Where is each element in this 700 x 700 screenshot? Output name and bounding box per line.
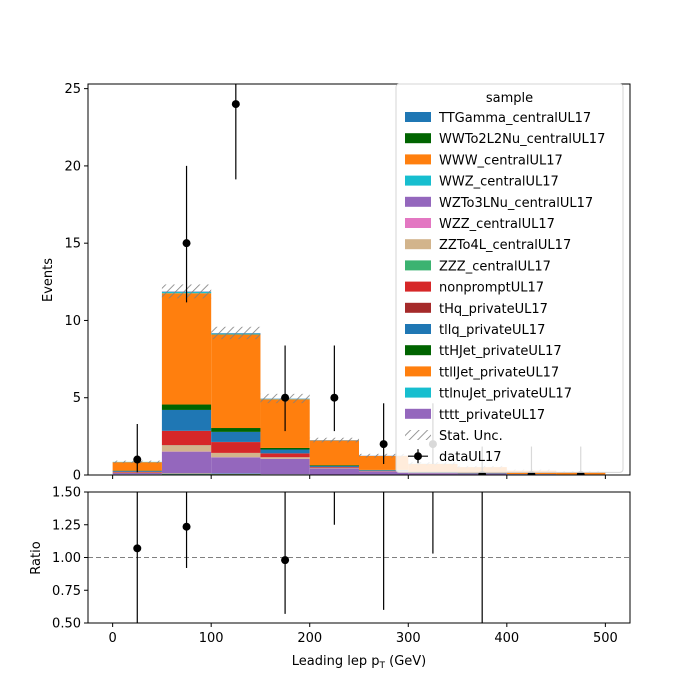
- ratio-point-0: [133, 544, 142, 553]
- stack-bar-12-2: [211, 334, 261, 429]
- main-plot-panel: 0 5 10 15 20 25 Events: [41, 82, 631, 484]
- stack-bar-8-2: [211, 442, 261, 453]
- x-tick-label-2: 200: [297, 631, 322, 646]
- stack-bar-6-1: [161, 445, 212, 452]
- legend-swatch-stat-unc: [405, 430, 431, 440]
- ratio-y-tick-label-2: 1.00: [52, 551, 81, 566]
- legend-label-7: ZZZ_centralUL17: [439, 259, 551, 274]
- ratio-y-tick-label-4: 1.50: [52, 486, 81, 501]
- legend-swatch-7: [405, 260, 431, 271]
- legend-label-data: dataUL17: [439, 450, 502, 465]
- legend-swatch-4: [405, 196, 431, 207]
- ratio-plot-panel: 0.50 0.75 1.00 1.25 1.50 0 100 200 300 400 500 Ra…: [29, 486, 631, 671]
- main-y-tick-label-3: 15: [64, 237, 81, 252]
- data-point-5: [379, 440, 388, 449]
- legend-label-8: nonpromptUL17: [439, 281, 544, 296]
- stack-bar-4-1: [161, 451, 212, 474]
- legend-label-stat-unc: Stat. Unc.: [439, 429, 503, 444]
- stack-bar-11-2: [211, 428, 261, 432]
- x-tick-label-5: 500: [593, 631, 618, 646]
- data-point-2: [231, 100, 240, 109]
- main-y-tick-label-4: 20: [64, 159, 81, 174]
- stack-bar-10-5: [359, 470, 409, 471]
- legend-data-marker: [414, 452, 422, 461]
- legend-label-2: WWW_centralUL17: [439, 153, 563, 168]
- legend-label-9: tHq_privateUL17: [439, 302, 548, 317]
- ratio-y-tick-label-1: 0.75: [52, 584, 81, 599]
- stack-bar-12-4: [309, 440, 359, 466]
- ratio-point-1: [182, 522, 191, 531]
- ratio-y-tick-label-3: 1.25: [52, 518, 81, 533]
- legend-swatch-2: [405, 154, 431, 165]
- ratio-point-2: [281, 556, 290, 565]
- stack-bar-4-6: [408, 473, 458, 475]
- main-y-tick-label-2: 10: [64, 314, 81, 329]
- legend-label-11: ttHJet_privateUL17: [439, 344, 562, 359]
- x-tick-label-1: 100: [199, 631, 224, 646]
- legend-label-1: WWTo2L2Nu_centralUL17: [439, 132, 605, 147]
- data-point-4: [330, 393, 339, 402]
- data-point-3: [281, 393, 290, 402]
- stack-bar-8-4: [309, 467, 359, 468]
- legend-title: sample: [486, 91, 533, 106]
- legend-swatch-6: [405, 239, 431, 250]
- stack-bar-10-2: [211, 431, 261, 442]
- stack-bar-4-5: [359, 471, 409, 475]
- stat-unc-band-2: [211, 326, 261, 340]
- legend-swatch-3: [405, 175, 431, 186]
- legend-label-4: WZTo3LNu_centralUL17: [439, 196, 593, 211]
- stat-unc-band-4: [309, 437, 359, 443]
- main-y-tick-label-0: 0: [73, 469, 81, 484]
- stack-bar-4-4: [309, 468, 359, 475]
- x-axis-label: Leading lep pT (GeV): [292, 654, 426, 671]
- legend-swatch-1: [405, 133, 431, 144]
- stack-bar-10-1: [161, 409, 212, 431]
- stack-bar-10-3: [260, 449, 310, 454]
- legend-swatch-8: [405, 281, 431, 292]
- x-tick-label-4: 400: [494, 631, 519, 646]
- stack-bar-4-3: [260, 458, 310, 475]
- legend-swatch-12: [405, 366, 431, 377]
- legend-swatch-10: [405, 324, 431, 334]
- main-plot-frame: [87, 83, 631, 476]
- x-tick-label-3: 300: [396, 631, 421, 646]
- data-point-1: [182, 239, 191, 248]
- legend-label-0: TTGamma_centralUL17: [438, 111, 591, 126]
- ratio-y-axis-label: Ratio: [29, 541, 44, 574]
- stack-bar-11-3: [260, 447, 310, 450]
- ratio-y-tick-label-0: 0.50: [52, 617, 81, 632]
- data-point-0: [133, 455, 142, 464]
- legend-label-6: ZZTo4L_centralUL17: [439, 238, 571, 253]
- stack-bar-11-4: [309, 465, 359, 467]
- legend-label-13: ttlnuJet_privateUL17: [439, 387, 572, 402]
- x-tick-label-0: 0: [108, 631, 116, 646]
- stack-bar-12-1: [161, 293, 212, 405]
- stack-bar-4-2: [211, 457, 261, 474]
- legend-swatch-13: [405, 387, 431, 398]
- main-y-axis-label: Events: [41, 258, 56, 302]
- stack-bar-8-3: [260, 453, 310, 458]
- stack-bar-6-2: [211, 452, 261, 458]
- legend-swatch-0: [405, 112, 431, 122]
- legend-label-12: ttllJet_privateUL17: [439, 365, 559, 380]
- legend-label-3: WWZ_centralUL17: [439, 175, 559, 190]
- legend-swatch-9: [405, 302, 431, 313]
- stack-bar-4-0: [112, 472, 162, 475]
- legend-swatch-11: [405, 345, 431, 356]
- stack-bar-10-4: [309, 466, 359, 468]
- legend-label-5: WZZ_centralUL17: [439, 217, 555, 232]
- main-y-tick-label-1: 5: [73, 391, 81, 406]
- stack-bar-6-3: [260, 457, 310, 459]
- legend-swatch-5: [405, 218, 431, 228]
- legend-label-14: tttt_privateUL17: [439, 408, 545, 423]
- stack-bar-11-1: [161, 404, 212, 410]
- legend-swatch-14: [405, 408, 431, 419]
- legend-label-10: tllq_privateUL17: [439, 323, 545, 338]
- legend-box: [395, 83, 624, 473]
- legend: sample TTGamma_centralUL17 WWTo2L2Nu_centr…: [395, 83, 624, 473]
- main-y-tick-label-5: 25: [64, 82, 81, 97]
- stack-bar-8-1: [161, 430, 212, 446]
